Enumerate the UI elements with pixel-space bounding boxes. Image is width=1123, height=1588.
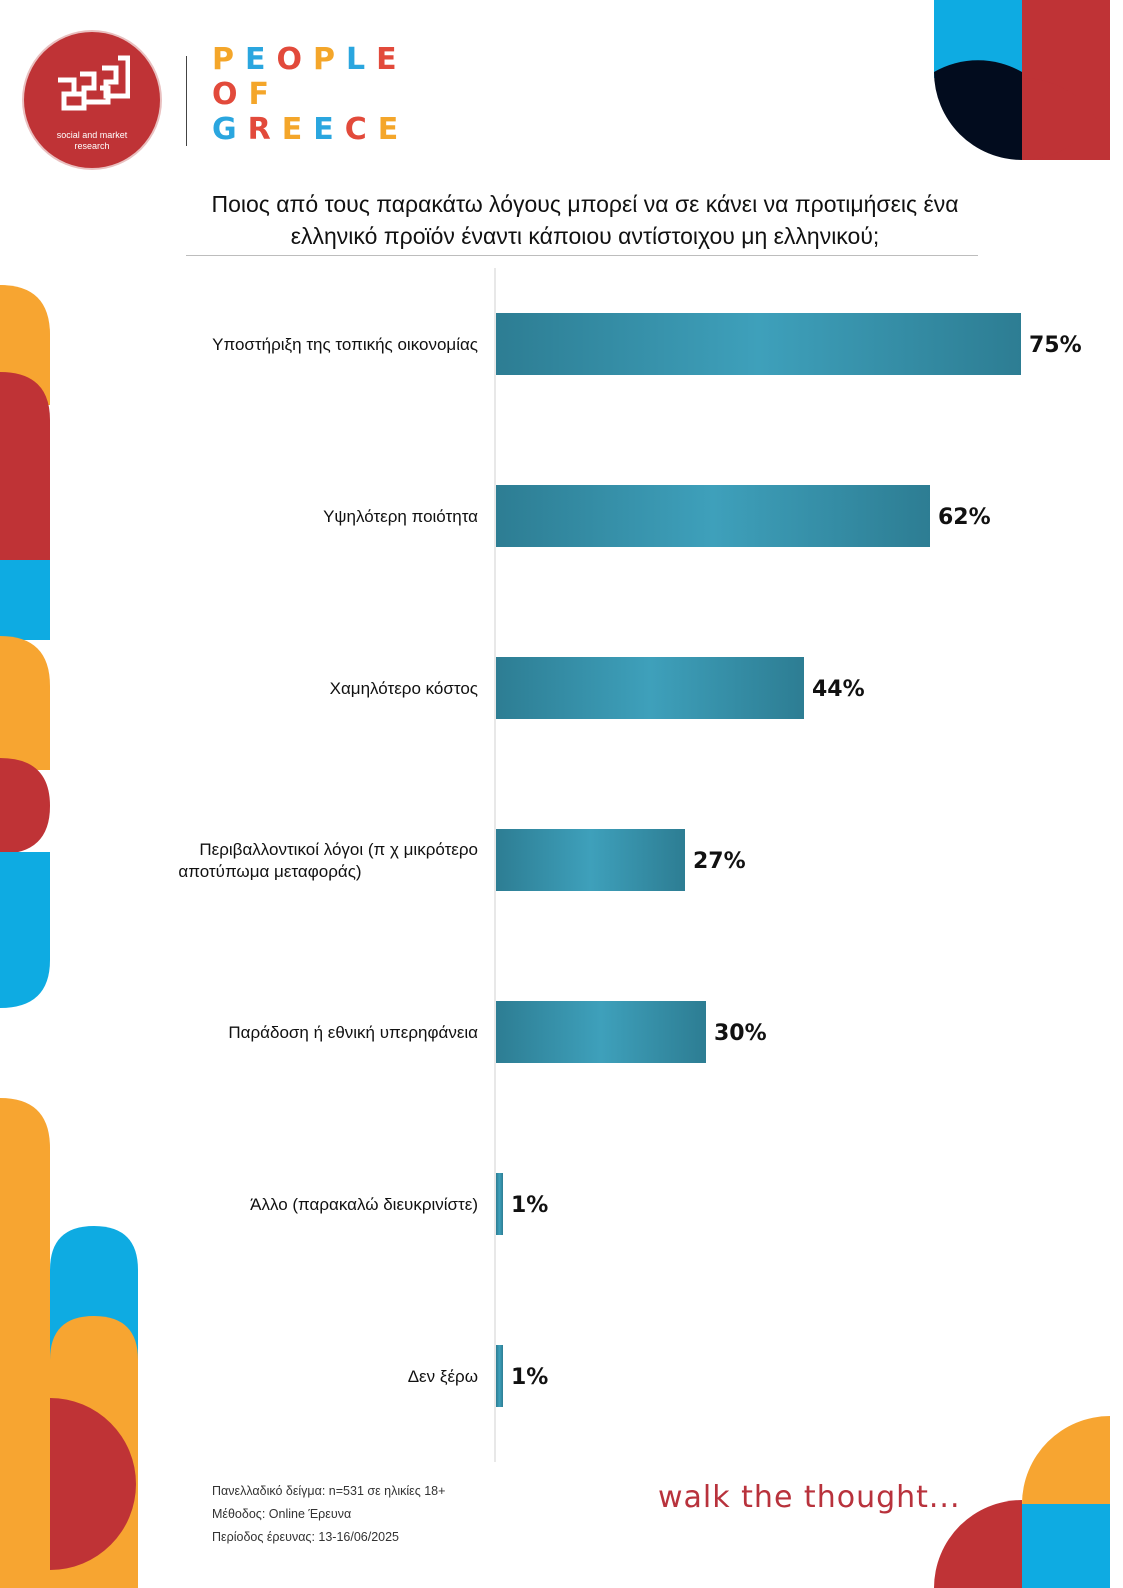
- brand-logo: PEOPLE OF GREECE: [212, 42, 409, 147]
- chart-title-line-1: Ποιος από τους παρακάτω λόγους μπορεί να…: [211, 191, 959, 217]
- brand-line-2: OF: [212, 77, 409, 112]
- title-rule: [186, 255, 978, 256]
- data-label: 1%: [511, 1365, 548, 1390]
- category-label: αποτύπωμα μεταφοράς): [178, 862, 361, 881]
- period-note: Περίοδος έρευνας: 13-16/06/2025: [212, 1530, 400, 1544]
- brand-letter: E: [245, 42, 277, 77]
- category-label: Υψηλότερη ποιότητα: [323, 507, 478, 526]
- bottom-left-decor: [0, 1098, 138, 1588]
- header-divider: [186, 56, 187, 146]
- brand-letter: L: [346, 42, 377, 77]
- bar: [496, 829, 685, 891]
- logo-caption: social and market research: [24, 130, 160, 152]
- brand-letter: E: [281, 112, 314, 147]
- method-note: Μέθοδος: Online Έρευνα: [212, 1507, 352, 1521]
- left-decor-column: [0, 285, 50, 1008]
- brand-letter: F: [248, 77, 281, 112]
- brand-letter: R: [247, 112, 282, 147]
- category-label: Παράδοση ή εθνική υπερηφάνεια: [228, 1023, 478, 1042]
- company-logo: social and market research: [24, 32, 160, 168]
- data-label: 62%: [938, 505, 991, 530]
- data-label: 44%: [812, 677, 865, 702]
- brand-letter: E: [313, 112, 345, 147]
- data-label: 30%: [714, 1021, 767, 1046]
- brand-letter: E: [376, 42, 408, 77]
- logo-caption-line-1: social and market: [56, 130, 128, 140]
- category-label: Περιβαλλοντικοί λόγοι (π χ μικρότερο: [199, 840, 478, 859]
- brand-line-3: GREECE: [212, 112, 409, 147]
- brand-letter: G: [212, 112, 248, 147]
- bar: [496, 657, 804, 719]
- bar: [496, 485, 930, 547]
- brand-letter: C: [344, 112, 378, 147]
- brand-letter: O: [276, 42, 314, 77]
- top-right-emblem: [934, 0, 1110, 160]
- category-label: Χαμηλότερο κόστος: [330, 679, 478, 698]
- sample-note: Πανελλαδικό δείγμα: n=531 σε ηλικίες 18+: [212, 1484, 446, 1498]
- tagline: walk the thought...: [658, 1480, 961, 1515]
- brand-line-1: PEOPLE: [212, 42, 409, 77]
- bar: [496, 313, 1021, 375]
- brand-letter: O: [212, 77, 249, 112]
- data-label: 1%: [511, 1193, 548, 1218]
- bar: [496, 1173, 503, 1235]
- bar: [496, 1001, 706, 1063]
- category-label: Άλλο (παρακαλώ διευκρινίστε): [250, 1195, 478, 1214]
- brand-letter: E: [377, 112, 410, 147]
- data-label: 27%: [693, 849, 746, 874]
- brand-letter: P: [313, 42, 347, 77]
- category-label: Υποστήριξη της τοπικής οικονομίας: [212, 335, 478, 354]
- brand-letter: P: [212, 42, 245, 77]
- data-label: 75%: [1029, 333, 1082, 358]
- bottom-right-decor: [934, 1416, 1110, 1588]
- bar: [496, 1345, 503, 1407]
- logo-mark-icon: [58, 55, 130, 111]
- category-label: Δεν ξέρω: [408, 1367, 478, 1386]
- chart-title: Ποιος από τους παρακάτω λόγους μπορεί να…: [150, 188, 1020, 252]
- logo-caption-line-2: research: [74, 141, 110, 151]
- survey-footnotes: Πανελλαδικό δείγμα: n=531 σε ηλικίες 18+…: [212, 1480, 445, 1549]
- chart-title-line-2: ελληνικό προϊόν έναντι κάποιου αντίστοιχ…: [290, 223, 880, 249]
